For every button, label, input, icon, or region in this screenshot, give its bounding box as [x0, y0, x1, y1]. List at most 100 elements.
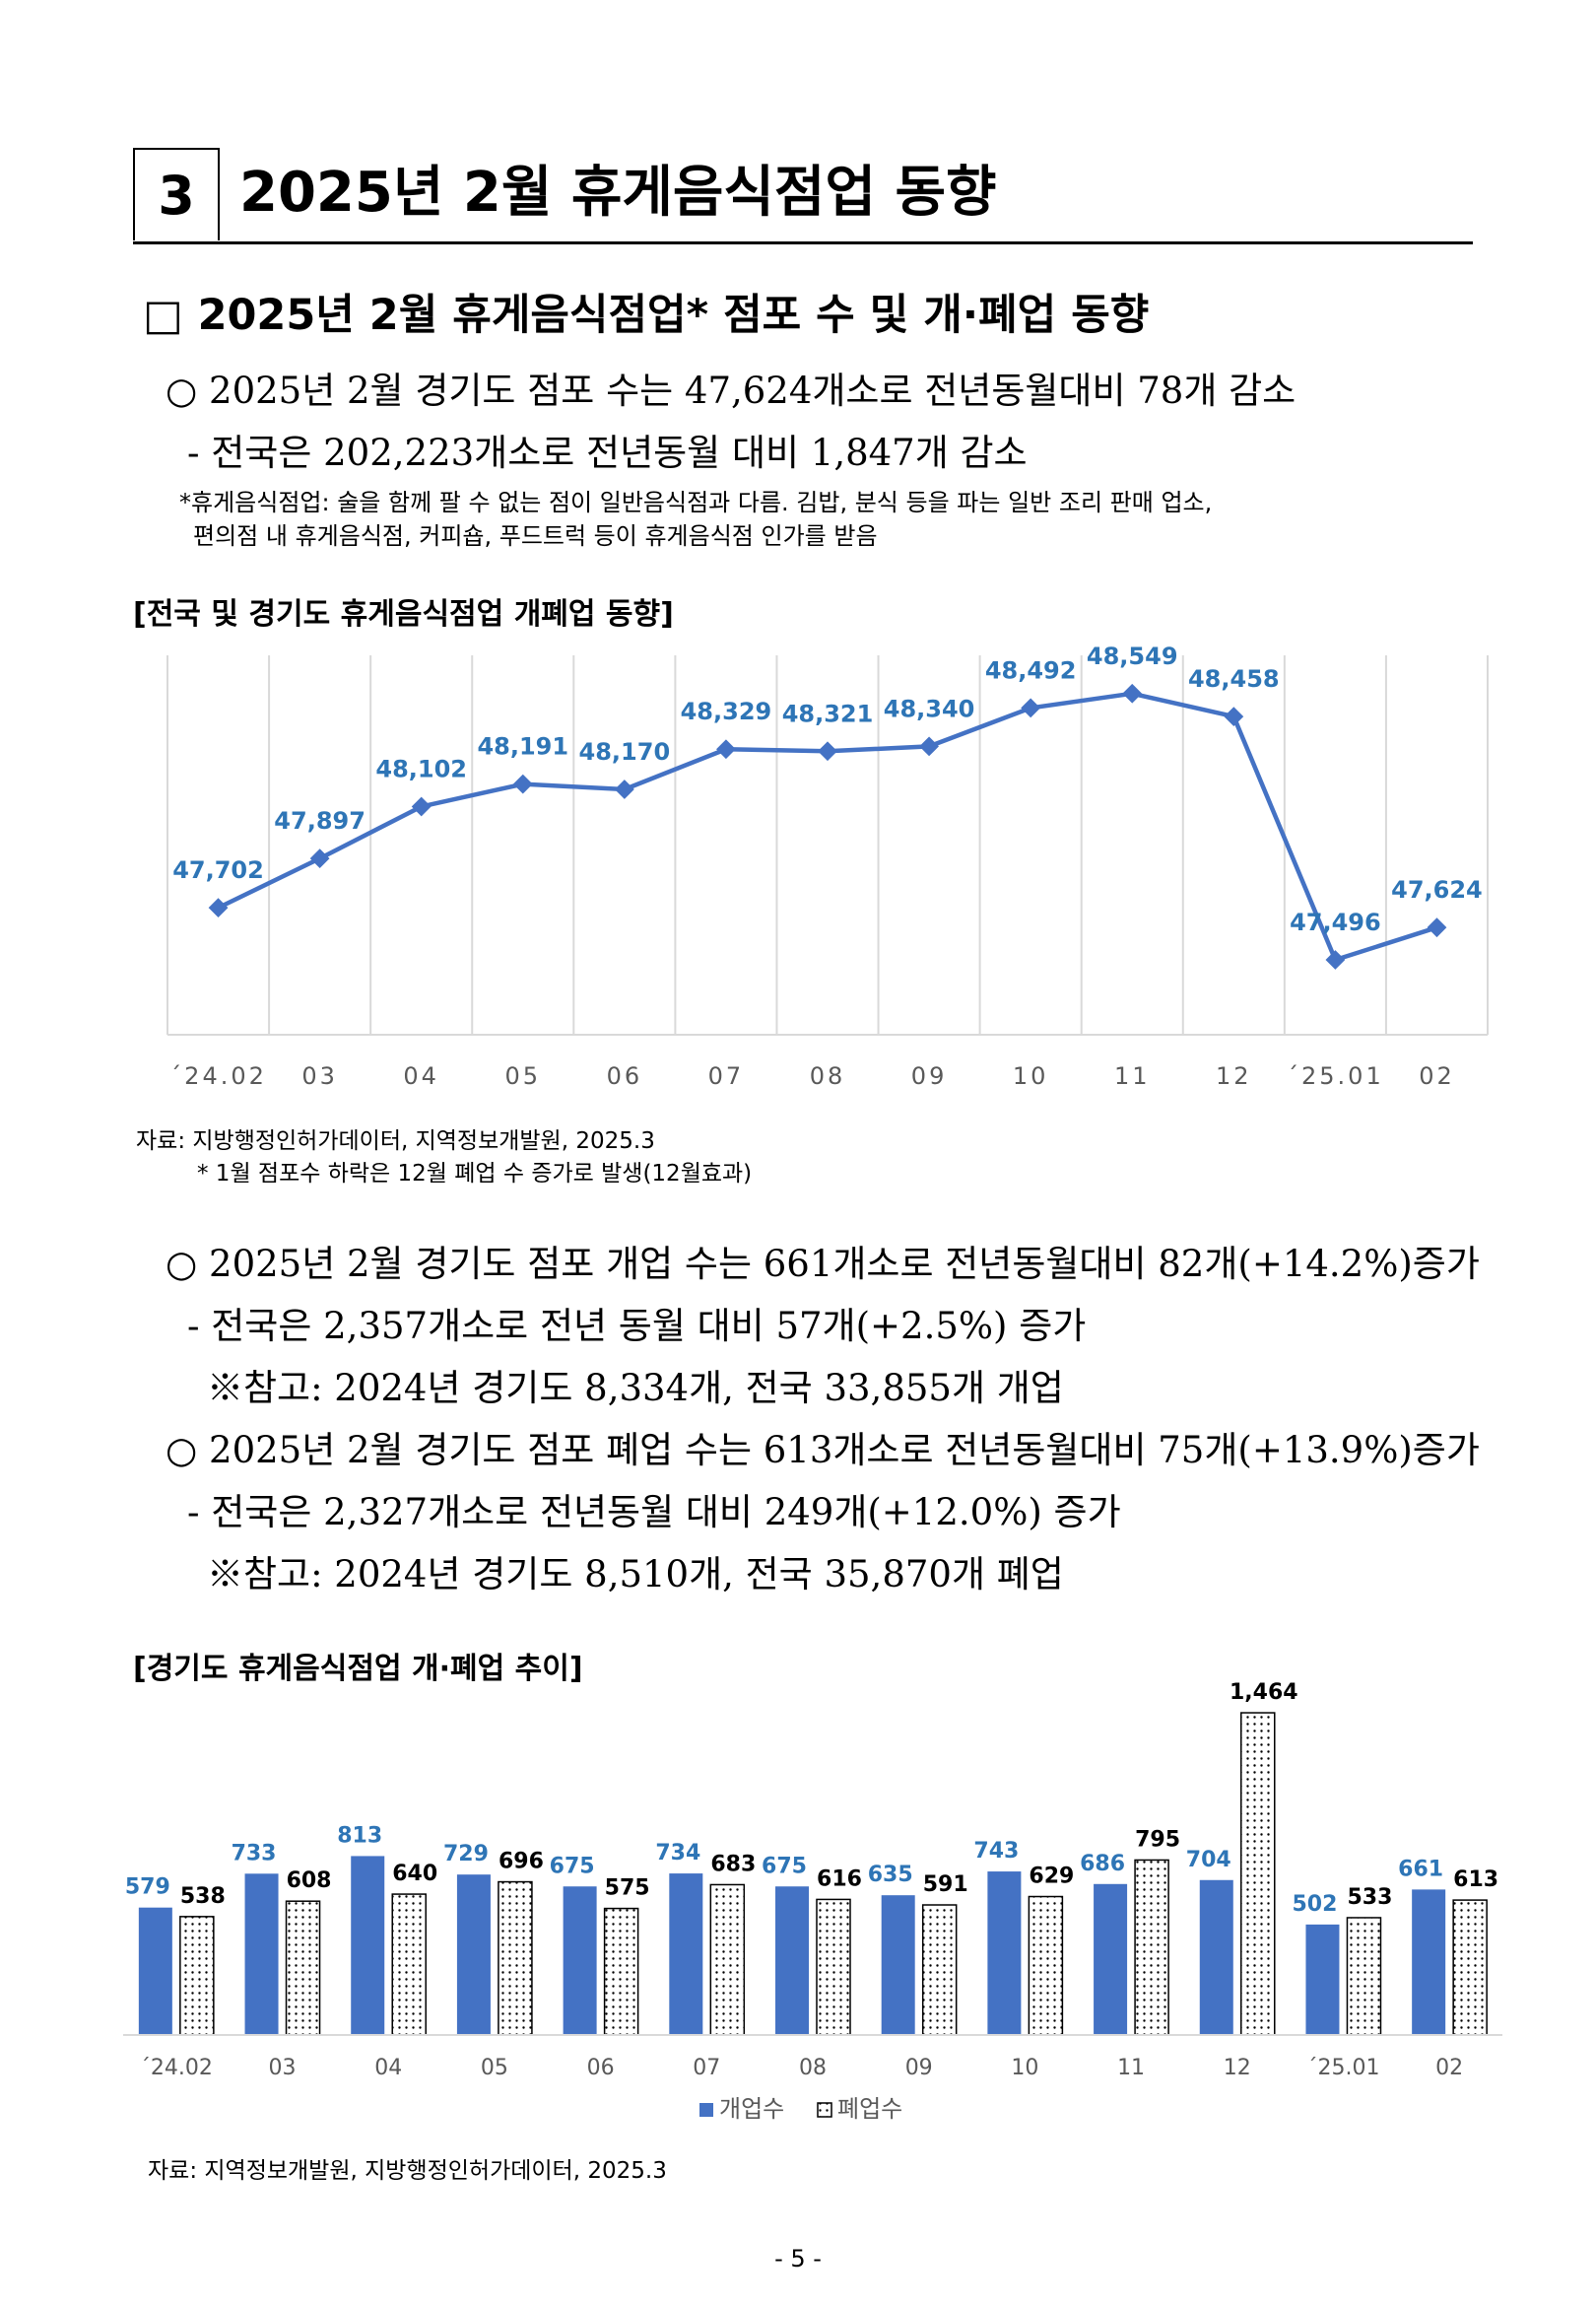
data-label: 48,340	[884, 695, 975, 722]
para1-line2: - 전국은 202,223개소로 전년동월 대비 1,847개 감소	[187, 432, 1028, 474]
para2-line3: ※참고: 2024년 경기도 8,334개, 전국 33,855개 개업	[207, 1367, 1064, 1409]
bar-open-label: 729	[443, 1842, 489, 1866]
bar-open	[881, 1895, 915, 2035]
data-point	[411, 796, 432, 817]
bar-close	[1452, 1899, 1488, 2036]
bar-open	[563, 1886, 597, 2035]
data-point	[1122, 683, 1143, 704]
x-tick-label: 07	[693, 2056, 720, 2080]
data-label: 48,549	[1087, 643, 1178, 670]
data-label: 48,170	[579, 738, 671, 766]
x-tick-label: ´25.01	[1287, 1062, 1384, 1090]
data-point	[208, 898, 229, 918]
data-label: 48,191	[477, 733, 568, 761]
bar-open-label: 635	[868, 1863, 913, 1887]
para2-line6: ※참고: 2024년 경기도 8,510개, 전국 35,870개 폐업	[207, 1553, 1064, 1595]
store-count-line-chart: 47,702 47,897 48,102 48,191 48,170 48,329 48,3…	[166, 643, 1489, 1090]
data-label: 48,458	[1188, 665, 1280, 693]
bar-open-label: 675	[762, 1854, 807, 1878]
bar-open-label: 661	[1398, 1857, 1443, 1881]
x-tick-label: 05	[504, 1062, 541, 1090]
x-tick-label: 02	[1419, 1062, 1455, 1090]
para2-line5: - 전국은 2,327개소로 전년동월 대비 249개(+12.0%) 증가	[187, 1491, 1121, 1533]
bar-close-label: 696	[499, 1850, 544, 1874]
series-line	[217, 691, 1438, 963]
bar-open	[351, 1856, 385, 2035]
data-label: 47,624	[1391, 876, 1483, 904]
bar-close	[285, 1900, 321, 2036]
x-tick-label: 06	[587, 2056, 615, 2080]
subsection-title: □ 2025년 2월 휴게음식점업* 점포 수 및 개·폐업 동향	[143, 291, 1150, 340]
bar-close-label: 640	[392, 1862, 437, 1886]
bar-open	[138, 1907, 172, 2035]
x-tick-label: 10	[1013, 1062, 1049, 1090]
x-tick-label: ´24.02	[169, 1062, 267, 1090]
para2-line2: - 전국은 2,357개소로 전년 동월 대비 57개(+2.5%) 증가	[187, 1305, 1087, 1347]
data-point	[1224, 707, 1244, 727]
bar-open	[987, 1871, 1022, 2035]
bar-open-label: 704	[1186, 1848, 1231, 1872]
x-tick-label: 11	[1114, 1062, 1151, 1090]
bar-close	[603, 1907, 639, 2036]
data-label: 48,102	[375, 755, 467, 782]
bar-open	[1412, 1889, 1446, 2035]
legend-swatch-close	[817, 2102, 832, 2118]
bar-close-label: 613	[1453, 1867, 1498, 1892]
legend-swatch-open	[699, 2103, 713, 2117]
bar-open-label: 813	[337, 1823, 382, 1848]
data-point	[716, 739, 736, 760]
data-point	[1325, 950, 1346, 970]
x-tick-label: 12	[1216, 1062, 1252, 1090]
x-tick-label: 08	[810, 1062, 846, 1090]
bar-close-label: 538	[180, 1884, 226, 1909]
bar-open	[244, 1873, 279, 2035]
section-header: 3 2025년 2월 휴게음식점업 동향	[133, 148, 1473, 244]
bar-close	[179, 1916, 215, 2036]
bar-close-label: 575	[605, 1876, 650, 1901]
data-point	[1427, 917, 1447, 938]
bar-open-label: 734	[655, 1841, 700, 1865]
legend-label-open: 개업수	[719, 2095, 784, 2123]
x-tick-label: 09	[905, 2056, 933, 2080]
bar-close	[921, 1904, 958, 2036]
data-label: 47,897	[274, 807, 366, 835]
x-tick-label: 10	[1011, 2056, 1038, 2080]
bar-close-label: 683	[710, 1852, 756, 1876]
data-label: 47,496	[1290, 909, 1381, 936]
data-label: 48,321	[782, 700, 874, 727]
bar-close-label: 616	[817, 1866, 862, 1891]
para1-line1: ○ 2025년 2월 경기도 점포 수는 47,624개소로 전년동월대비 78…	[166, 370, 1297, 412]
bar-close	[1346, 1917, 1382, 2036]
data-point	[818, 741, 837, 762]
bar-close	[1134, 1859, 1169, 2036]
bar-close	[1240, 1712, 1276, 2036]
para2-line4: ○ 2025년 2월 경기도 점포 폐업 수는 613개소로 전년동월대비 75…	[166, 1429, 1480, 1471]
data-point	[512, 774, 533, 794]
x-tick-label: 04	[374, 2056, 402, 2080]
section-title: 2025년 2월 휴게음식점업 동향	[239, 161, 997, 225]
bar-close-label: 591	[923, 1872, 968, 1897]
x-tick-label: 03	[269, 2056, 297, 2080]
para2-line1: ○ 2025년 2월 경기도 점포 개업 수는 661개소로 전년동월대비 82…	[166, 1243, 1480, 1285]
para1-note2: 편의점 내 휴게음식점, 커피숍, 푸드트럭 등이 휴게음식점 인가를 받음	[193, 522, 878, 550]
bar-close-label: 795	[1135, 1827, 1180, 1852]
x-tick-label: 08	[799, 2056, 827, 2080]
bar-open-label: 743	[973, 1839, 1019, 1864]
data-point	[1021, 698, 1041, 718]
bar-close-label: 533	[1347, 1885, 1392, 1910]
bar-open	[669, 1873, 703, 2035]
bar-open-label: 675	[550, 1854, 595, 1878]
bar-close	[1028, 1895, 1064, 2036]
legend-label-close: 폐업수	[837, 2095, 902, 2123]
bar-open-label: 502	[1292, 1892, 1337, 1917]
data-label: 48,329	[681, 698, 772, 725]
bar-open-label: 733	[232, 1841, 277, 1865]
bar-open	[456, 1874, 491, 2035]
x-tick-label: 04	[403, 1062, 439, 1090]
x-tick-label: 07	[708, 1062, 745, 1090]
x-tick-label: 06	[607, 1062, 643, 1090]
source2-line1: 자료: 지역정보개발원, 지방행정인허가데이터, 2025.3	[148, 2158, 667, 2184]
bar-open-label: 579	[125, 1875, 170, 1900]
source1-line1: 자료: 지방행정인허가데이터, 지역정보개발원, 2025.3	[136, 1128, 655, 1154]
